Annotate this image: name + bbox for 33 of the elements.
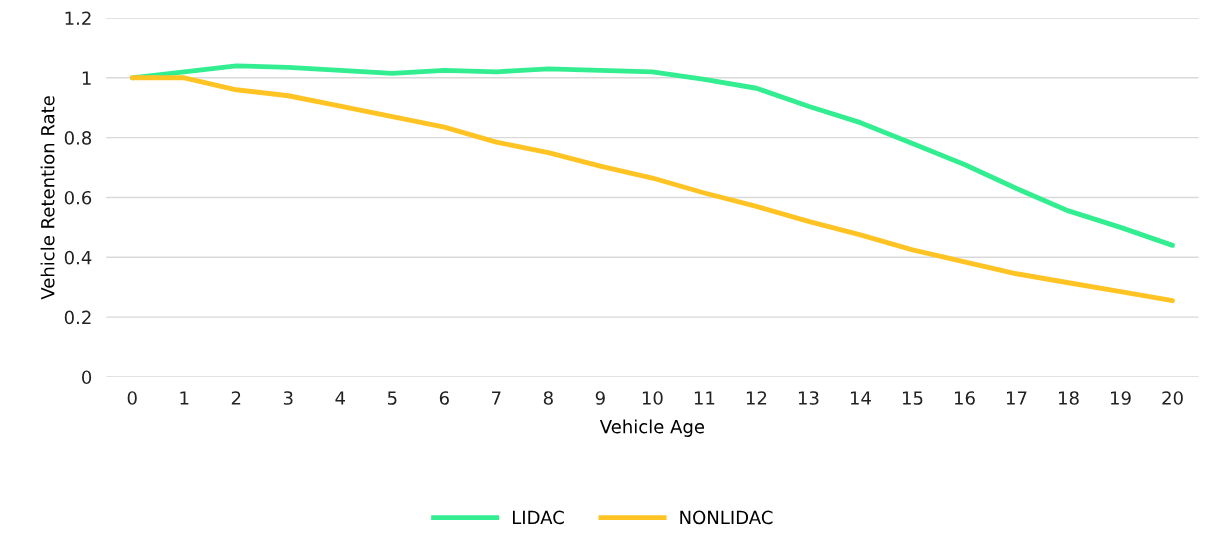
y-tick-label: 1.2 xyxy=(65,11,91,25)
legend-label: LIDAC xyxy=(512,510,564,525)
y-tick-label: 1 xyxy=(82,71,91,85)
x-tick-label: 0 xyxy=(127,391,137,405)
x-tick-label: 6 xyxy=(439,391,449,405)
x-tick-label: 9 xyxy=(595,391,605,405)
x-tick-label: 3 xyxy=(283,391,293,405)
y-tick-label: 0.4 xyxy=(64,250,92,265)
x-tick-label: 4 xyxy=(335,391,346,405)
y-tick-label: 0.2 xyxy=(64,310,91,325)
y-axis-title: Vehicle Retention Rate xyxy=(40,96,55,300)
y-tick-label: 0.8 xyxy=(64,131,92,145)
y-tick-label: 0.6 xyxy=(64,190,92,205)
line-series xyxy=(129,75,1175,304)
x-tick-label: 17 xyxy=(1006,391,1027,405)
x-tick-label: 2 xyxy=(231,391,241,405)
x-tick-label: 7 xyxy=(492,391,501,405)
x-tick-label: 15 xyxy=(902,391,923,405)
x-tick-label: 19 xyxy=(1111,391,1131,405)
legend-label: NONLIDAC xyxy=(680,510,773,525)
x-tick-label: 16 xyxy=(954,391,975,405)
x-tick-label: 14 xyxy=(850,391,871,405)
x-tick-label: 5 xyxy=(387,391,397,405)
y-tick-label: 0 xyxy=(82,370,92,385)
x-axis-title: Vehicle Age xyxy=(599,419,705,437)
x-tick-label: 13 xyxy=(798,391,819,405)
x-tick-label: 20 xyxy=(1162,391,1183,405)
x-tick-label: 1 xyxy=(180,391,189,405)
x-tick-label: 11 xyxy=(694,391,715,405)
x-tick-label: 8 xyxy=(543,391,553,405)
x-tick-label: 12 xyxy=(746,391,767,405)
x-tick-label: 18 xyxy=(1059,391,1079,405)
x-tick-label: 10 xyxy=(642,391,663,405)
